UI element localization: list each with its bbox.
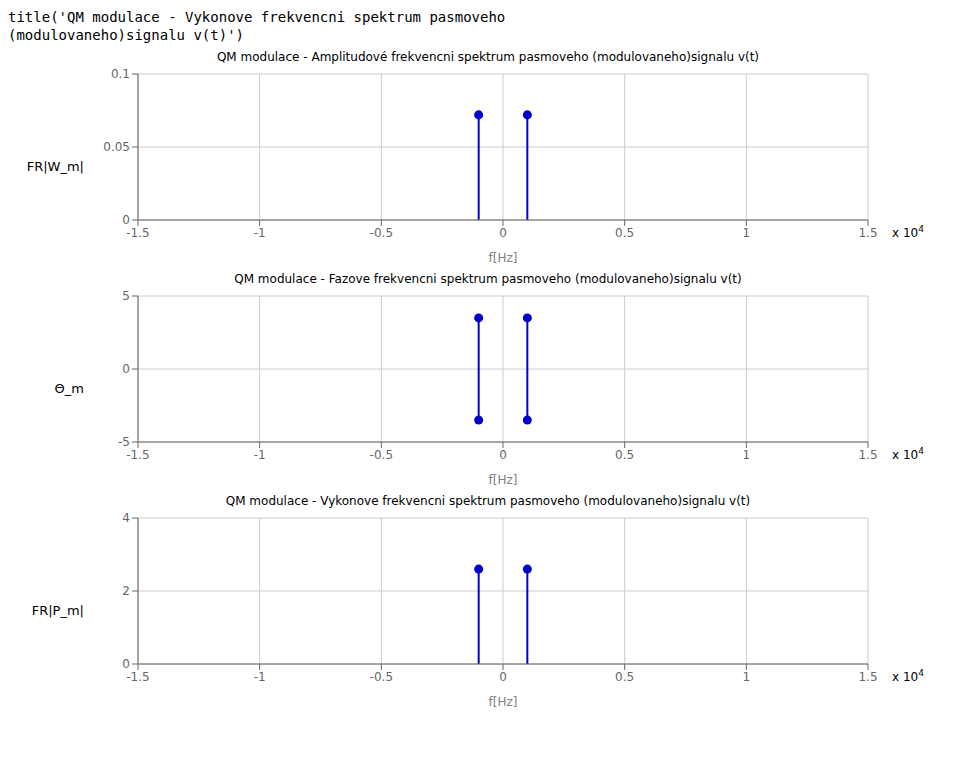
html-text:x 10: x 10 [892, 226, 919, 240]
svg-text:-1.5: -1.5 [126, 448, 149, 462]
svg-text:4: 4 [122, 511, 130, 525]
html-text:QM modulace - Vykonove frekven: QM modulace - Vykonove frekvencni spektr… [225, 494, 751, 508]
svg-text:0: 0 [122, 657, 130, 671]
svg-text:-5: -5 [118, 435, 130, 449]
svg-text:0: 0 [499, 670, 507, 684]
svg-text:5: 5 [122, 289, 130, 303]
html-text:x 10: x 10 [892, 670, 919, 684]
html-text:FR|W_m|: FR|W_m| [26, 158, 84, 174]
svg-text:2: 2 [122, 584, 130, 598]
html-text:FR|P_m|: FR|P_m| [31, 602, 84, 618]
svg-text:0.05: 0.05 [103, 140, 130, 154]
svg-text:0: 0 [499, 448, 507, 462]
html-text:QM modulace - Fazove frekvencn: QM modulace - Fazove frekvencni spektrum… [234, 272, 742, 286]
html-text:title('QM modulace - Vykonove: title('QM modulace - Vykonove frekvencni… [8, 9, 506, 25]
svg-text:-0.5: -0.5 [370, 448, 393, 462]
html-text:QM modulace - Amplitudové frek: QM modulace - Amplitudové frekvencni spe… [216, 50, 760, 64]
html-text:4: 4 [918, 446, 924, 456]
svg-text:0.5: 0.5 [615, 226, 634, 240]
svg-text:f[Hz]: f[Hz] [489, 473, 518, 487]
svg-text:-1.5: -1.5 [126, 226, 149, 240]
svg-text:1: 1 [743, 448, 751, 462]
html-text:4: 4 [918, 668, 924, 678]
html-text:Θ_m: Θ_m [54, 380, 84, 396]
svg-text:-0.5: -0.5 [370, 670, 393, 684]
svg-text:0.5: 0.5 [615, 670, 634, 684]
svg-text:-0.5: -0.5 [370, 226, 393, 240]
html-text:(modulovaneho)signalu v(t)'): (modulovaneho)signalu v(t)') [8, 27, 244, 43]
svg-text:-1: -1 [254, 670, 266, 684]
svg-text:f[Hz]: f[Hz] [489, 695, 518, 709]
svg-text:0.1: 0.1 [111, 67, 130, 81]
svg-text:1.5: 1.5 [858, 670, 877, 684]
svg-text:1: 1 [743, 226, 751, 240]
svg-text:0.5: 0.5 [615, 448, 634, 462]
svg-text:-1: -1 [254, 226, 266, 240]
svg-text:0: 0 [122, 362, 130, 376]
svg-text:1.5: 1.5 [858, 448, 877, 462]
svg-text:-1.5: -1.5 [126, 670, 149, 684]
svg-text:f[Hz]: f[Hz] [489, 251, 518, 265]
svg-text:1.5: 1.5 [858, 226, 877, 240]
svg-text:0: 0 [122, 213, 130, 227]
svg-text:-1: -1 [254, 448, 266, 462]
svg-text:1: 1 [743, 670, 751, 684]
html-text:x 10: x 10 [892, 448, 919, 462]
html-text:4: 4 [918, 224, 924, 234]
svg-text:0: 0 [499, 226, 507, 240]
